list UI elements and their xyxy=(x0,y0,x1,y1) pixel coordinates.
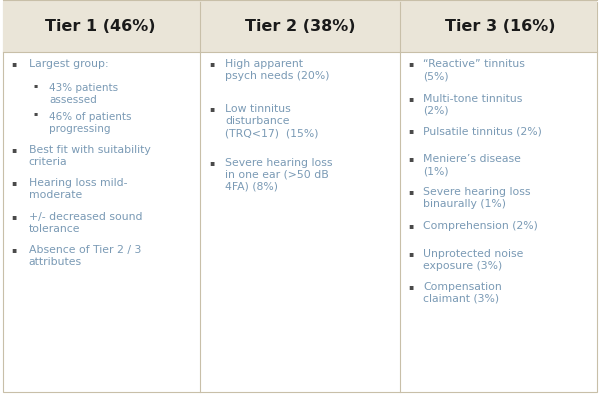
Text: Tier 2 (38%): Tier 2 (38%) xyxy=(245,19,355,33)
Bar xyxy=(200,0,400,52)
Text: Comprehension (2%): Comprehension (2%) xyxy=(423,221,538,231)
Text: ▪: ▪ xyxy=(11,145,16,154)
Text: Compensation
claimant (3%): Compensation claimant (3%) xyxy=(423,282,502,304)
Text: ▪: ▪ xyxy=(408,187,413,196)
Text: ▪: ▪ xyxy=(11,245,16,255)
Text: ▪: ▪ xyxy=(33,83,37,88)
Text: Severe hearing loss
in one ear (>50 dB
4FA) (8%): Severe hearing loss in one ear (>50 dB 4… xyxy=(225,158,332,191)
Text: +/- decreased sound
tolerance: +/- decreased sound tolerance xyxy=(29,212,142,234)
Text: ▪: ▪ xyxy=(408,221,413,230)
Text: ▪: ▪ xyxy=(408,282,413,291)
Text: 43% patients
assessed: 43% patients assessed xyxy=(49,83,118,105)
Bar xyxy=(3,0,200,52)
Text: Low tinnitus
disturbance
(TRQ<17)  (15%): Low tinnitus disturbance (TRQ<17) (15%) xyxy=(225,104,319,138)
Text: 46% of patients
progressing: 46% of patients progressing xyxy=(49,112,132,134)
Text: ▪: ▪ xyxy=(408,154,413,163)
Text: Meniere’s disease
(1%): Meniere’s disease (1%) xyxy=(423,154,521,176)
Text: Unprotected noise
exposure (3%): Unprotected noise exposure (3%) xyxy=(423,249,523,271)
Text: Multi-tone tinnitus
(2%): Multi-tone tinnitus (2%) xyxy=(423,94,523,116)
Text: “Reactive” tinnitus
(5%): “Reactive” tinnitus (5%) xyxy=(423,59,525,81)
Bar xyxy=(400,0,597,52)
Text: Tier 1 (46%): Tier 1 (46%) xyxy=(45,19,155,33)
Text: ▪: ▪ xyxy=(209,59,214,68)
Text: ▪: ▪ xyxy=(408,126,413,136)
Text: Pulsatile tinnitus (2%): Pulsatile tinnitus (2%) xyxy=(423,126,542,136)
Text: ▪: ▪ xyxy=(408,94,413,103)
Text: ▪: ▪ xyxy=(209,104,214,113)
Text: Best fit with suitability
criteria: Best fit with suitability criteria xyxy=(29,145,151,167)
Text: ▪: ▪ xyxy=(11,59,16,68)
Text: ▪: ▪ xyxy=(408,59,413,68)
Text: ▪: ▪ xyxy=(11,178,16,188)
Text: ▪: ▪ xyxy=(11,212,16,221)
Text: ▪: ▪ xyxy=(33,112,37,117)
Text: ▪: ▪ xyxy=(408,249,413,258)
Text: Tier 3 (16%): Tier 3 (16%) xyxy=(445,19,555,33)
Text: Absence of Tier 2 / 3
attributes: Absence of Tier 2 / 3 attributes xyxy=(29,245,141,268)
Text: High apparent
psych needs (20%): High apparent psych needs (20%) xyxy=(225,59,329,81)
Text: Largest group:: Largest group: xyxy=(29,59,109,69)
Text: Hearing loss mild-
moderate: Hearing loss mild- moderate xyxy=(29,178,127,201)
Text: ▪: ▪ xyxy=(209,158,214,167)
Text: Severe hearing loss
binaurally (1%): Severe hearing loss binaurally (1%) xyxy=(423,187,530,209)
